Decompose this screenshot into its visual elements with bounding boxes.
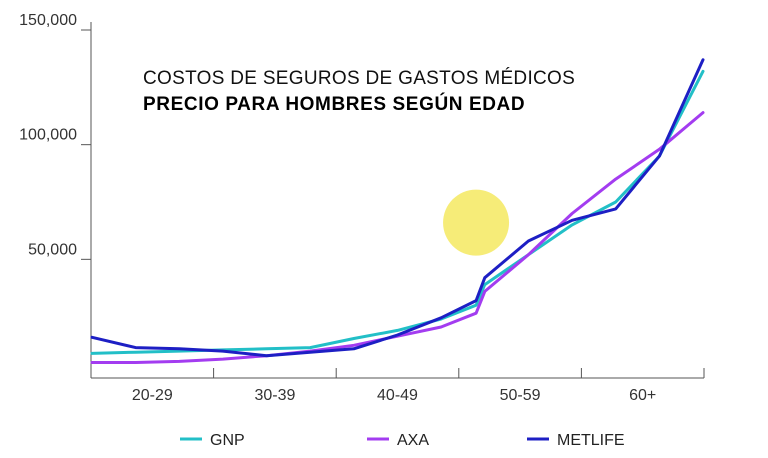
data-point-metlife [658,155,661,157]
x-tick-label: 60+ [629,387,656,404]
chart-subtitle: PRECIO PARA HOMBRES SEGÚN EDAD [143,93,525,115]
data-point-gnp [134,351,137,354]
data-point-axa [353,344,355,347]
data-point-metlife [527,240,530,242]
x-tick-label: 50-59 [500,387,541,404]
data-point-axa [702,111,704,114]
data-point-gnp [571,224,573,226]
data-point-gnp [91,352,93,355]
data-point-metlife [571,219,573,222]
data-point-axa [658,148,661,151]
y-tick-label: 50,000 [28,241,77,258]
data-point-metlife [178,347,181,350]
chart-title: COSTOS DE SEGUROS DE GASTOS MÉDICOS [143,68,575,89]
data-point-metlife [222,350,224,352]
y-tick-label: 100,000 [19,127,77,144]
legend-label-metlife: METLIFE [557,432,625,449]
data-point-metlife [483,276,486,279]
data-point-gnp [396,329,399,332]
data-point-metlife [702,59,704,61]
series-line-metlife [90,58,705,358]
data-point-gnp [614,201,617,203]
data-point-gnp [178,350,181,352]
data-point-metlife [309,351,312,354]
data-point-gnp [702,70,704,73]
data-point-axa [483,290,486,293]
data-point-gnp [475,304,477,307]
data-point-axa [475,312,477,315]
y-tick-label: 150,000 [19,12,77,29]
data-point-axa [614,178,617,180]
data-point-axa [222,358,224,360]
series-line-axa [90,111,705,364]
data-point-metlife [353,347,355,350]
data-point-gnp [483,283,486,286]
data-point-axa [440,326,442,328]
x-tick-label: 30-39 [254,387,295,404]
legend: GNP AXA METLIFE [180,432,625,449]
legend-label-axa: AXA [397,432,429,449]
data-point-axa [91,361,93,364]
data-point-gnp [265,347,268,350]
x-tick-label: 20-29 [132,387,173,404]
x-tick-label: 40-49 [377,387,418,404]
data-point-metlife [396,334,399,336]
data-point-metlife [440,317,442,319]
data-point-axa [527,253,530,256]
series-layer [90,58,705,364]
chart-axes: 50,000 100,000 150,000 20-29 30-39 40-49 50-59… [19,12,705,404]
data-point-axa [571,212,573,215]
data-point-gnp [353,337,355,340]
data-point-metlife [475,299,477,302]
data-point-metlife [91,336,93,339]
highlight-circle [443,189,510,256]
data-point-axa [178,360,181,363]
data-point-gnp [309,346,312,349]
highlight-layer [443,189,510,256]
legend-label-gnp: GNP [210,432,245,449]
data-point-metlife [134,346,137,349]
data-point-axa [134,361,137,364]
data-point-metlife [265,354,268,357]
data-point-metlife [614,208,617,210]
